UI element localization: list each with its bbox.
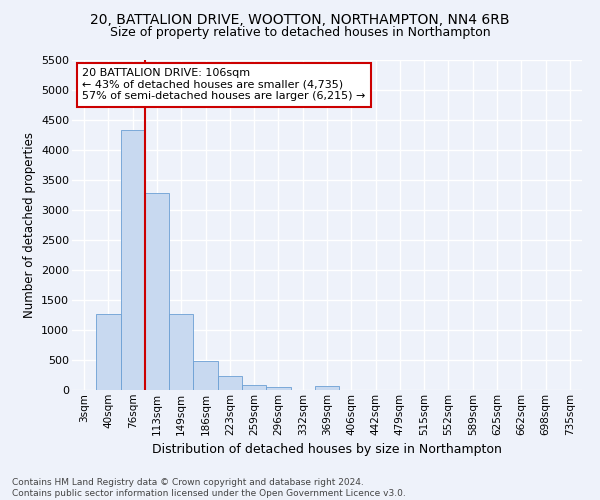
Text: Contains HM Land Registry data © Crown copyright and database right 2024.
Contai: Contains HM Land Registry data © Crown c… bbox=[12, 478, 406, 498]
Text: 20 BATTALION DRIVE: 106sqm
← 43% of detached houses are smaller (4,735)
57% of s: 20 BATTALION DRIVE: 106sqm ← 43% of deta… bbox=[82, 68, 365, 102]
Text: Size of property relative to detached houses in Northampton: Size of property relative to detached ho… bbox=[110, 26, 490, 39]
Bar bbox=[145, 192, 169, 390]
Bar bbox=[315, 386, 339, 390]
X-axis label: Distribution of detached houses by size in Northampton: Distribution of detached houses by size … bbox=[152, 443, 502, 456]
Bar bbox=[193, 360, 218, 390]
Bar bbox=[96, 314, 121, 390]
Y-axis label: Number of detached properties: Number of detached properties bbox=[23, 132, 35, 318]
Bar bbox=[169, 314, 193, 390]
Text: 20, BATTALION DRIVE, WOOTTON, NORTHAMPTON, NN4 6RB: 20, BATTALION DRIVE, WOOTTON, NORTHAMPTO… bbox=[90, 12, 510, 26]
Bar bbox=[242, 384, 266, 390]
Bar bbox=[266, 386, 290, 390]
Bar bbox=[218, 376, 242, 390]
Bar bbox=[121, 130, 145, 390]
